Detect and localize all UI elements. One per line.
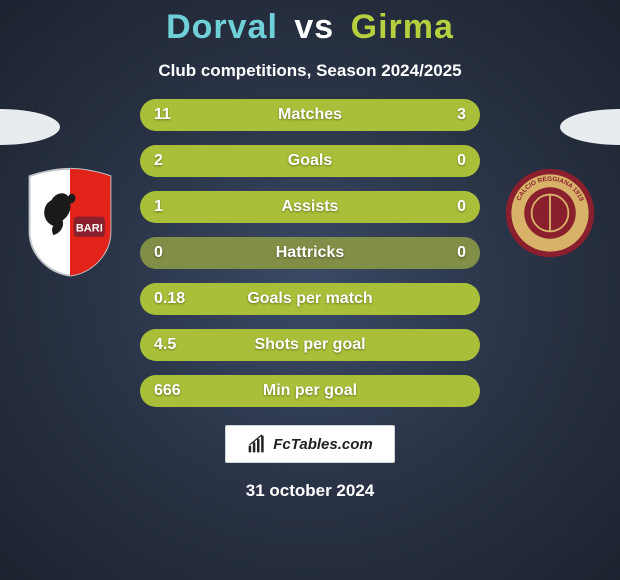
arena: BARI CALCIO REGGIANA 1919 11Ma: [0, 99, 620, 407]
subtitle: Club competitions, Season 2024/2025: [0, 61, 620, 81]
stat-value-right: 3: [457, 106, 466, 124]
site-name: FcTables.com: [273, 436, 372, 453]
stat-bar: 0Hattricks0: [140, 237, 480, 269]
player1-name: Dorval: [166, 8, 278, 46]
title: Dorval vs Girma: [0, 8, 620, 47]
reggiana-badge-icon: CALCIO REGGIANA 1919: [504, 167, 596, 259]
stat-bar: 666Min per goal: [140, 375, 480, 407]
stat-bar: 0.18Goals per match: [140, 283, 480, 315]
stat-label: Goals: [140, 152, 480, 170]
stat-bars: 11Matches32Goals01Assists00Hattricks00.1…: [140, 99, 480, 407]
stat-bar: 11Matches3: [140, 99, 480, 131]
spotlight-left: [0, 109, 60, 145]
stat-label: Goals per match: [140, 290, 480, 308]
club-badge-left: BARI: [24, 167, 116, 259]
club-badge-right: CALCIO REGGIANA 1919: [504, 167, 596, 259]
stat-value-right: 0: [457, 198, 466, 216]
stat-value-right: 0: [457, 152, 466, 170]
comparison-card: Dorval vs Girma Club competitions, Seaso…: [0, 0, 620, 580]
site-badge[interactable]: FcTables.com: [225, 425, 395, 463]
stat-bar: 2Goals0: [140, 145, 480, 177]
svg-text:BARI: BARI: [76, 222, 103, 234]
stat-label: Shots per goal: [140, 336, 480, 354]
bari-shield-icon: BARI: [24, 167, 116, 277]
spotlight-right: [560, 109, 620, 145]
stat-label: Assists: [140, 198, 480, 216]
date: 31 october 2024: [0, 481, 620, 501]
stat-label: Matches: [140, 106, 480, 124]
chart-icon: [247, 434, 267, 454]
vs-label: vs: [294, 8, 334, 46]
player2-name: Girma: [351, 8, 454, 46]
stat-value-right: 0: [457, 244, 466, 262]
stat-bar: 1Assists0: [140, 191, 480, 223]
stat-label: Min per goal: [140, 382, 480, 400]
stat-label: Hattricks: [140, 244, 480, 262]
stat-bar: 4.5Shots per goal: [140, 329, 480, 361]
